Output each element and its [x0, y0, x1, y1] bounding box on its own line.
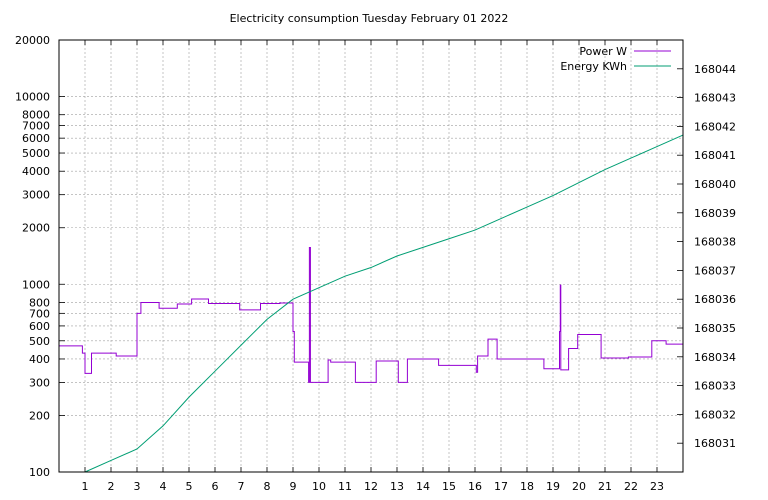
- series-line-energy-kwh: [84, 134, 684, 473]
- y-right-tick-label: 168044: [694, 63, 736, 76]
- y-left-tick-label: 1000: [22, 278, 50, 291]
- legend: Power W Energy KWh: [560, 45, 671, 73]
- y-right-tick-label: 168036: [694, 293, 736, 306]
- y-right-tick-label: 168041: [694, 149, 736, 162]
- x-tick-label: 15: [442, 480, 456, 493]
- series-line-power-w: [59, 246, 683, 383]
- legend-label: Power W: [579, 45, 627, 58]
- y-left-tick-label: 3000: [22, 189, 50, 202]
- x-tick-label: 23: [650, 480, 664, 493]
- y-left-tick-label: 2000: [22, 222, 50, 235]
- y-left-tick-label: 700: [29, 307, 50, 320]
- x-tick-label: 18: [520, 480, 534, 493]
- x-tick-label: 6: [212, 480, 219, 493]
- x-tick-label: 3: [134, 480, 141, 493]
- y-right-tick-label: 168034: [694, 351, 736, 364]
- x-tick-label: 2: [108, 480, 115, 493]
- y-left-tick-label: 200: [29, 409, 50, 422]
- y-right-tick-label: 168031: [694, 437, 736, 450]
- y-right-tick-label: 168033: [694, 380, 736, 393]
- x-tick-label: 21: [598, 480, 612, 493]
- y-right-tick-label: 168035: [694, 322, 736, 335]
- legend-label: Energy KWh: [560, 60, 627, 73]
- y-right-tick-label: 168037: [694, 264, 736, 277]
- x-tick-label: 5: [186, 480, 193, 493]
- x-tick-label: 8: [264, 480, 271, 493]
- y-left-tick-label: 20000: [15, 34, 50, 47]
- x-tick-label: 22: [624, 480, 638, 493]
- plot-series: [59, 134, 684, 473]
- y-left-tick-label: 5000: [22, 147, 50, 160]
- x-tick-label: 1: [82, 480, 89, 493]
- chart-title: Electricity consumption Tuesday February…: [230, 12, 509, 25]
- y-right-tick-label: 168038: [694, 236, 736, 249]
- y-left-tick-label: 500: [29, 335, 50, 348]
- y-left-tick-label: 100: [29, 466, 50, 479]
- x-tick-label: 9: [290, 480, 297, 493]
- y-left-tick-label: 10000: [15, 91, 50, 104]
- y-right-tick-label: 168032: [694, 408, 736, 421]
- axes: 1 2 3 4 5 6 7 8 9 10 11 12 13 14 15 16 17 18 19 20 21 22 23100…: [15, 34, 736, 493]
- x-tick-label: 12: [364, 480, 378, 493]
- x-tick-label: 11: [338, 480, 352, 493]
- y-left-tick-label: 6000: [22, 132, 50, 145]
- x-tick-label: 13: [390, 480, 404, 493]
- x-tick-label: 17: [494, 480, 508, 493]
- y-right-tick-label: 168043: [694, 92, 736, 105]
- y-left-tick-label: 8000: [22, 109, 50, 122]
- y-left-tick-label: 800: [29, 296, 50, 309]
- grid: [59, 39, 683, 473]
- x-tick-label: 20: [572, 480, 586, 493]
- y-left-tick-label: 4000: [22, 165, 50, 178]
- x-tick-label: 16: [468, 480, 482, 493]
- x-tick-label: 4: [160, 480, 167, 493]
- y-right-tick-label: 168042: [694, 120, 736, 133]
- x-tick-label: 14: [416, 480, 430, 493]
- y-left-tick-label: 300: [29, 376, 50, 389]
- x-tick-label: 19: [546, 480, 560, 493]
- y-left-tick-label: 7000: [22, 120, 50, 133]
- y-left-tick-label: 600: [29, 320, 50, 333]
- y-right-tick-label: 168040: [694, 178, 736, 191]
- x-tick-label: 7: [238, 480, 245, 493]
- y-right-tick-label: 168039: [694, 207, 736, 220]
- x-tick-label: 10: [312, 480, 326, 493]
- y-left-tick-label: 400: [29, 353, 50, 366]
